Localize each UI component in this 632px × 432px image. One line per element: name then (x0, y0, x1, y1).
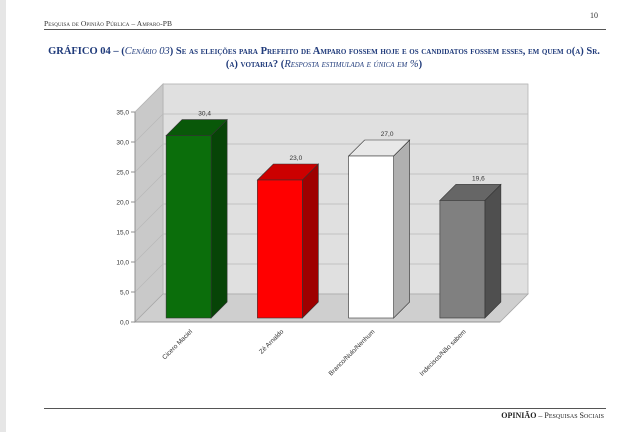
bar-side (210, 118, 228, 319)
gridline-side (134, 143, 164, 173)
x-tick-label: Indecisos/Não sabem (419, 328, 468, 377)
y-tick-label: 10,0 (116, 260, 129, 267)
data-label: 30,4 (198, 111, 211, 118)
bar (348, 155, 394, 319)
x-tick-label: Branco/Nulo/Nenhum (328, 328, 377, 377)
y-tick-label: 30,0 (116, 140, 129, 147)
data-label: 19,6 (472, 175, 485, 182)
gridline-side (134, 203, 164, 233)
x-tick-label: Zé Arnaldo (258, 328, 285, 355)
bar-side (302, 163, 319, 319)
bar-side (484, 183, 502, 319)
y-tick-label: 35,0 (116, 110, 129, 117)
bar (257, 179, 303, 319)
y-tick-label: 0,0 (120, 320, 129, 327)
y-tick-label: 20,0 (116, 200, 129, 207)
y-tick-label: 25,0 (116, 170, 129, 177)
y-tick-label: 15,0 (116, 230, 129, 237)
x-tick-label: Cicero Maciel (161, 328, 194, 361)
title-scenario: Cenário 03 (124, 46, 170, 57)
gridline-side (134, 233, 164, 263)
footer-rest: – Pesquisas Sociais (536, 411, 604, 420)
bar (165, 135, 212, 319)
data-label: 23,0 (290, 155, 303, 162)
chart-side-wall (134, 83, 164, 323)
gridline-side (134, 83, 164, 113)
data-label: 27,0 (381, 131, 394, 138)
header-rule (44, 29, 606, 30)
title-note: Resposta estimulada e única em % (284, 59, 419, 70)
footer-brand: OPINIÃO (501, 411, 537, 420)
gridline-side (134, 263, 164, 293)
y-tick-label: 5,0 (120, 290, 129, 297)
footer-rule (44, 408, 606, 409)
gridline-side (134, 173, 164, 203)
page-edge (0, 0, 6, 432)
footer: OPINIÃO – Pesquisas Sociais (501, 411, 604, 420)
running-header: Pesquisa de Opinião Pública – Amparo-PB (44, 19, 173, 28)
bar (439, 200, 486, 319)
title-suffix: ) (418, 59, 423, 70)
title-question: ) Se as eleições para Prefeito de Amparo… (169, 46, 600, 70)
chart-title: GRÁFICO 04 – (Cenário 03) Se as eleições… (44, 45, 604, 71)
bar-side (393, 139, 410, 319)
title-prefix: GRÁFICO 04 – ( (48, 46, 125, 57)
gridline-side (134, 113, 164, 143)
page-number: 10 (590, 11, 598, 20)
